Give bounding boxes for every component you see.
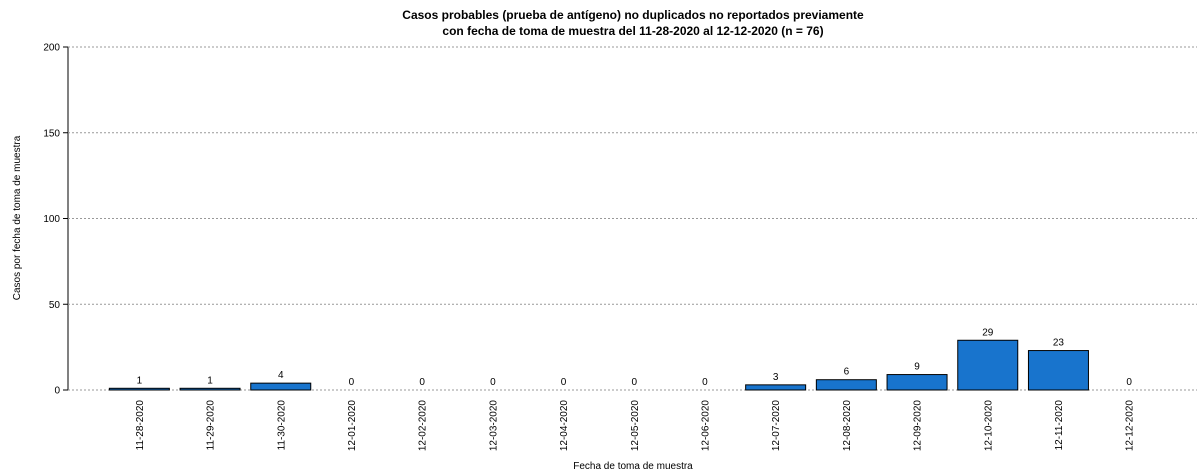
value-label: 0 xyxy=(561,377,567,388)
x-tick-label: 12-09-2020 xyxy=(913,400,924,452)
y-tick-label: 100 xyxy=(43,214,60,225)
bar xyxy=(250,382,312,391)
x-tick-label: 11-30-2020 xyxy=(276,400,287,451)
value-label: 0 xyxy=(1126,377,1132,388)
bar xyxy=(886,374,948,391)
chart-title: Casos probables (prueba de antígeno) no … xyxy=(402,8,864,22)
value-label: 1 xyxy=(207,375,213,386)
bar xyxy=(745,384,807,391)
value-label: 0 xyxy=(490,377,496,388)
x-tick-label: 12-12-2020 xyxy=(1125,400,1136,452)
x-tick-label: 12-06-2020 xyxy=(700,400,711,452)
x-tick-label: 12-02-2020 xyxy=(418,400,429,452)
value-label: 4 xyxy=(278,370,284,381)
bar xyxy=(957,339,1019,391)
x-tick-label: 12-04-2020 xyxy=(559,400,570,452)
chart-title: con fecha de toma de muestra del 11-28-2… xyxy=(442,24,823,38)
value-label: 29 xyxy=(982,327,994,338)
value-label: 0 xyxy=(702,377,708,388)
y-tick-label: 50 xyxy=(49,300,61,311)
y-tick-label: 150 xyxy=(43,128,60,139)
value-label: 9 xyxy=(914,362,920,373)
bar xyxy=(179,387,241,391)
value-label: 6 xyxy=(844,367,850,378)
x-tick-label: 12-03-2020 xyxy=(488,400,499,452)
x-tick-label: 12-10-2020 xyxy=(983,400,994,452)
value-label: 23 xyxy=(1053,338,1065,349)
value-label: 0 xyxy=(349,377,355,388)
x-tick-label: 12-11-2020 xyxy=(1054,400,1065,451)
y-tick-label: 200 xyxy=(43,43,60,54)
y-axis-label: Casos por fecha de toma de muestra xyxy=(12,135,23,300)
y-tick-label: 0 xyxy=(54,386,60,397)
bar xyxy=(815,379,877,391)
value-label: 1 xyxy=(137,375,143,386)
x-tick-label: 12-05-2020 xyxy=(630,400,641,452)
x-tick-label: 12-01-2020 xyxy=(347,400,358,452)
bar xyxy=(108,387,170,391)
x-tick-label: 11-29-2020 xyxy=(206,400,217,451)
x-tick-label: 12-07-2020 xyxy=(771,400,782,452)
value-label: 3 xyxy=(773,372,779,383)
x-tick-label: 11-28-2020 xyxy=(135,400,146,451)
bar xyxy=(1027,350,1089,391)
x-axis-label: Fecha de toma de muestra xyxy=(573,461,693,472)
value-label: 0 xyxy=(631,377,637,388)
x-tick-label: 12-08-2020 xyxy=(842,400,853,452)
value-label: 0 xyxy=(419,377,425,388)
